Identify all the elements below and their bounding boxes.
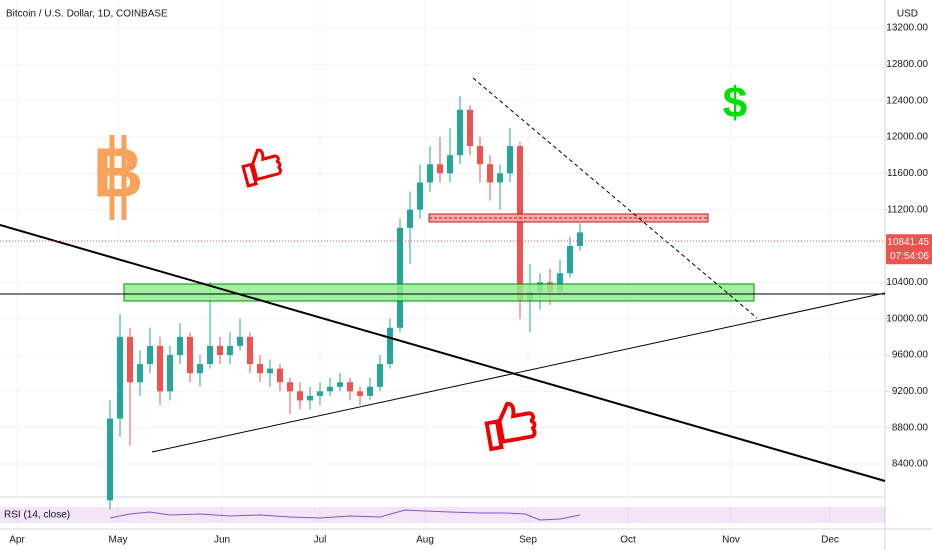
y-tick-label: 10400.00 — [886, 277, 928, 288]
candle-body — [117, 336, 123, 419]
y-tick-label: 9600.00 — [892, 350, 929, 361]
x-tick-label: Aug — [416, 535, 434, 546]
axes: 8400.00 8800.00 9200.00 9600.00 10000.00 1040… — [9, 23, 932, 546]
candle-body — [247, 336, 253, 365]
candle-body — [507, 146, 513, 174]
candle-body — [457, 109, 463, 156]
x-tick-label: Nov — [722, 535, 740, 546]
y-tick-label: 8800.00 — [892, 422, 929, 433]
candle-body — [517, 146, 523, 301]
candle-body — [417, 182, 423, 210]
rsi-label: RSI (14, close) — [4, 510, 70, 521]
candle-body — [577, 232, 583, 246]
bitcoin-logo: B — [93, 133, 144, 211]
rsi-line — [109, 509, 581, 521]
candle-body — [107, 418, 113, 501]
candle-body — [347, 382, 353, 392]
x-tick-label: Dec — [821, 535, 839, 546]
downtrend-line — [0, 224, 886, 482]
y-tick-label: 10000.00 — [886, 313, 928, 324]
candle-body — [237, 336, 243, 346]
rsi-band — [0, 507, 885, 523]
candles — [107, 96, 583, 510]
candle-body — [177, 336, 183, 355]
candle-body — [467, 109, 473, 147]
candle-body — [557, 273, 563, 292]
y-tick-label: 12800.00 — [886, 59, 928, 70]
candle-body — [477, 146, 483, 165]
candle-body — [197, 364, 203, 374]
grid — [0, 0, 885, 529]
candle-body — [297, 391, 303, 401]
candle-body — [487, 164, 493, 183]
candle-body — [137, 364, 143, 383]
last-price-label: 10841.45 — [887, 237, 929, 248]
candle-body — [217, 345, 223, 355]
candle-body — [327, 386, 333, 392]
candle-body — [187, 336, 193, 374]
candle-body — [167, 355, 173, 392]
y-tick-label: 13200.00 — [886, 23, 928, 34]
uptrend-line — [151, 292, 886, 453]
x-tick-label: Jul — [314, 535, 327, 546]
y-tick-label: 12400.00 — [886, 95, 928, 106]
candle-body — [397, 227, 403, 328]
chart-title: Bitcoin / U.S. Dollar, 1D, COINBASE — [6, 9, 168, 20]
x-tick-label: Jun — [214, 535, 230, 546]
countdown-label: 07:54:06 — [890, 251, 929, 262]
y-tick-label: 8400.00 — [892, 459, 929, 470]
support-zone — [123, 283, 755, 302]
candle-body — [567, 246, 573, 274]
candle-body — [267, 368, 273, 374]
candle-body — [357, 391, 363, 396]
candle-body — [497, 173, 503, 183]
candle-body — [407, 209, 413, 228]
candle-body — [227, 345, 233, 355]
x-tick-label: May — [109, 535, 128, 546]
x-tick-label: Sep — [519, 535, 537, 546]
candle-body — [427, 164, 433, 183]
currency-label: USD — [897, 9, 918, 20]
candle-body — [207, 345, 213, 365]
y-tick-label: 11200.00 — [887, 204, 928, 215]
last-price-tag — [886, 234, 932, 265]
candle-body — [387, 327, 393, 365]
candle-body — [147, 345, 153, 365]
y-tick-label: 9200.00 — [892, 386, 929, 397]
candle-body — [367, 386, 373, 396]
candle-body — [127, 336, 133, 383]
x-tick-label: Oct — [620, 535, 636, 546]
candle-body — [437, 164, 443, 174]
candle-body — [447, 155, 453, 174]
thumbs-up-icon — [241, 148, 282, 188]
y-tick-label: 11600.00 — [887, 168, 928, 179]
candle-body — [277, 368, 283, 383]
candle-body — [307, 395, 313, 401]
candle-body — [317, 391, 323, 396]
dashed-trend-line — [472, 77, 758, 319]
candle-body — [377, 364, 383, 387]
candle-body — [287, 382, 293, 392]
x-tick-label: Apr — [9, 535, 25, 546]
dollar-sign: $ — [723, 79, 747, 128]
candle-body — [337, 382, 343, 387]
candle-body — [157, 345, 163, 392]
y-tick-label: 12000.00 — [886, 132, 928, 143]
candle-body — [257, 364, 263, 374]
